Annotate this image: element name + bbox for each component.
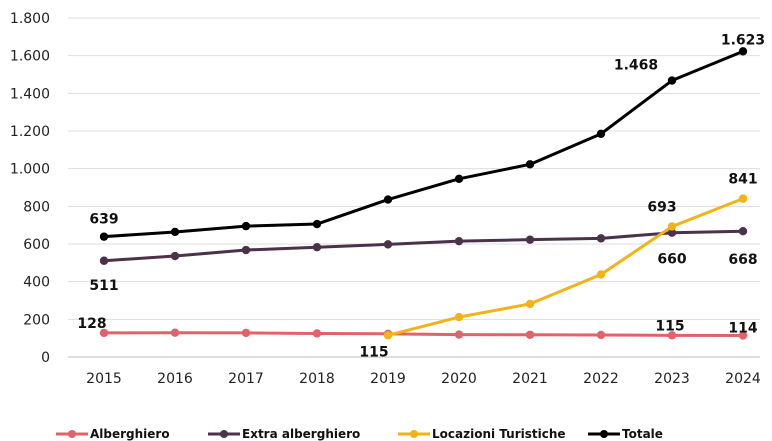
data-point [170,328,180,337]
data-point [241,328,251,338]
data-label: 660 [657,252,686,268]
legend-label: Alberghiero [90,427,170,441]
series-line [387,197,744,337]
legend-item: Extra alberghiero [208,427,360,441]
x-axis: 2015 2016 2017 2018 2019 2020 2021 2022 2023 2024 [86,371,761,387]
data-point [383,240,393,249]
legend-label: Extra alberghiero [242,427,360,441]
y-tick-label: 800 [23,199,50,215]
series-line [103,229,744,263]
series-0 [99,328,748,340]
y-tick-label: 1.800 [10,11,50,27]
data-point [525,299,535,309]
legend-label: Locazioni Turistiche [432,427,566,441]
legend-item: Alberghiero [56,427,170,441]
legend-swatch-marker [220,430,228,438]
x-tick-label: 2020 [441,371,477,387]
legend-label: Totale [622,427,663,441]
y-tick-label: 600 [23,237,50,253]
data-point [738,226,748,236]
data-label: 1.623 [721,32,765,48]
data-point [454,236,464,246]
data-point [170,251,180,261]
data-label: 115 [655,318,684,334]
x-tick-label: 2018 [299,371,335,387]
data-label: 1.468 [614,58,658,74]
data-point [525,235,535,244]
y-tick-label: 1.400 [10,86,50,102]
data-point [738,194,748,203]
data-labels: 128 115 114 511 660 668 115 693 841 639 1.468 1.623 [77,32,765,360]
series-3 [99,47,748,241]
data-point [596,270,606,279]
data-point [596,330,606,340]
data-point [738,47,748,56]
series-layer [99,47,748,340]
x-tick-label: 2022 [583,371,619,387]
data-point [738,331,748,340]
data-point [312,243,322,252]
y-tick-label: 200 [23,312,50,328]
data-label: 114 [728,321,757,337]
x-tick-label: 2019 [370,371,406,387]
data-point [99,328,109,338]
data-point [170,227,180,237]
gridlines [68,17,760,358]
data-label: 128 [77,316,106,332]
y-tick-label: 1.200 [10,124,50,140]
legend-swatch-marker [68,430,76,438]
x-tick-label: 2015 [86,371,122,387]
data-point [596,234,606,243]
data-point [525,330,535,339]
data-point [667,222,677,231]
x-tick-label: 2017 [228,371,264,387]
x-tick-label: 2021 [512,371,548,387]
y-tick-label: 400 [23,275,50,291]
data-point [667,76,677,85]
legend: Alberghiero Extra alberghiero Locazioni Tu… [56,427,663,441]
data-label: 511 [89,278,118,294]
y-axis: 0 200 400 600 800 1.000 1.200 1.400 1.600 1.800 [10,11,50,366]
data-point [454,174,464,184]
series-line [103,331,744,338]
data-point [241,221,251,231]
x-tick-label: 2024 [725,371,761,387]
data-point [454,312,464,322]
data-label: 115 [359,344,388,360]
x-tick-label: 2016 [157,371,193,387]
legend-item: Totale [588,427,663,441]
legend-swatch-marker [410,430,418,438]
data-point [241,245,251,255]
data-point [667,228,677,237]
data-point [596,129,606,139]
data-point [99,256,109,265]
data-point [454,330,464,339]
series-1 [99,226,748,265]
data-point [383,195,393,204]
y-tick-label: 1.000 [10,162,50,178]
y-tick-label: 1.600 [10,49,50,65]
data-label: 668 [728,252,757,268]
x-tick-label: 2023 [654,371,690,387]
data-label: 693 [647,199,676,215]
legend-swatch-marker [600,430,608,438]
data-point [667,331,677,340]
y-tick-label: 0 [41,350,50,366]
legend-item: Locazioni Turistiche [398,427,566,441]
data-point [525,160,535,169]
data-label: 639 [89,212,118,228]
data-point [312,219,322,229]
data-point [312,329,322,338]
series-2 [383,194,748,340]
data-label: 841 [728,172,757,188]
series-line [103,49,744,239]
data-point [383,331,393,340]
data-point [99,232,109,241]
